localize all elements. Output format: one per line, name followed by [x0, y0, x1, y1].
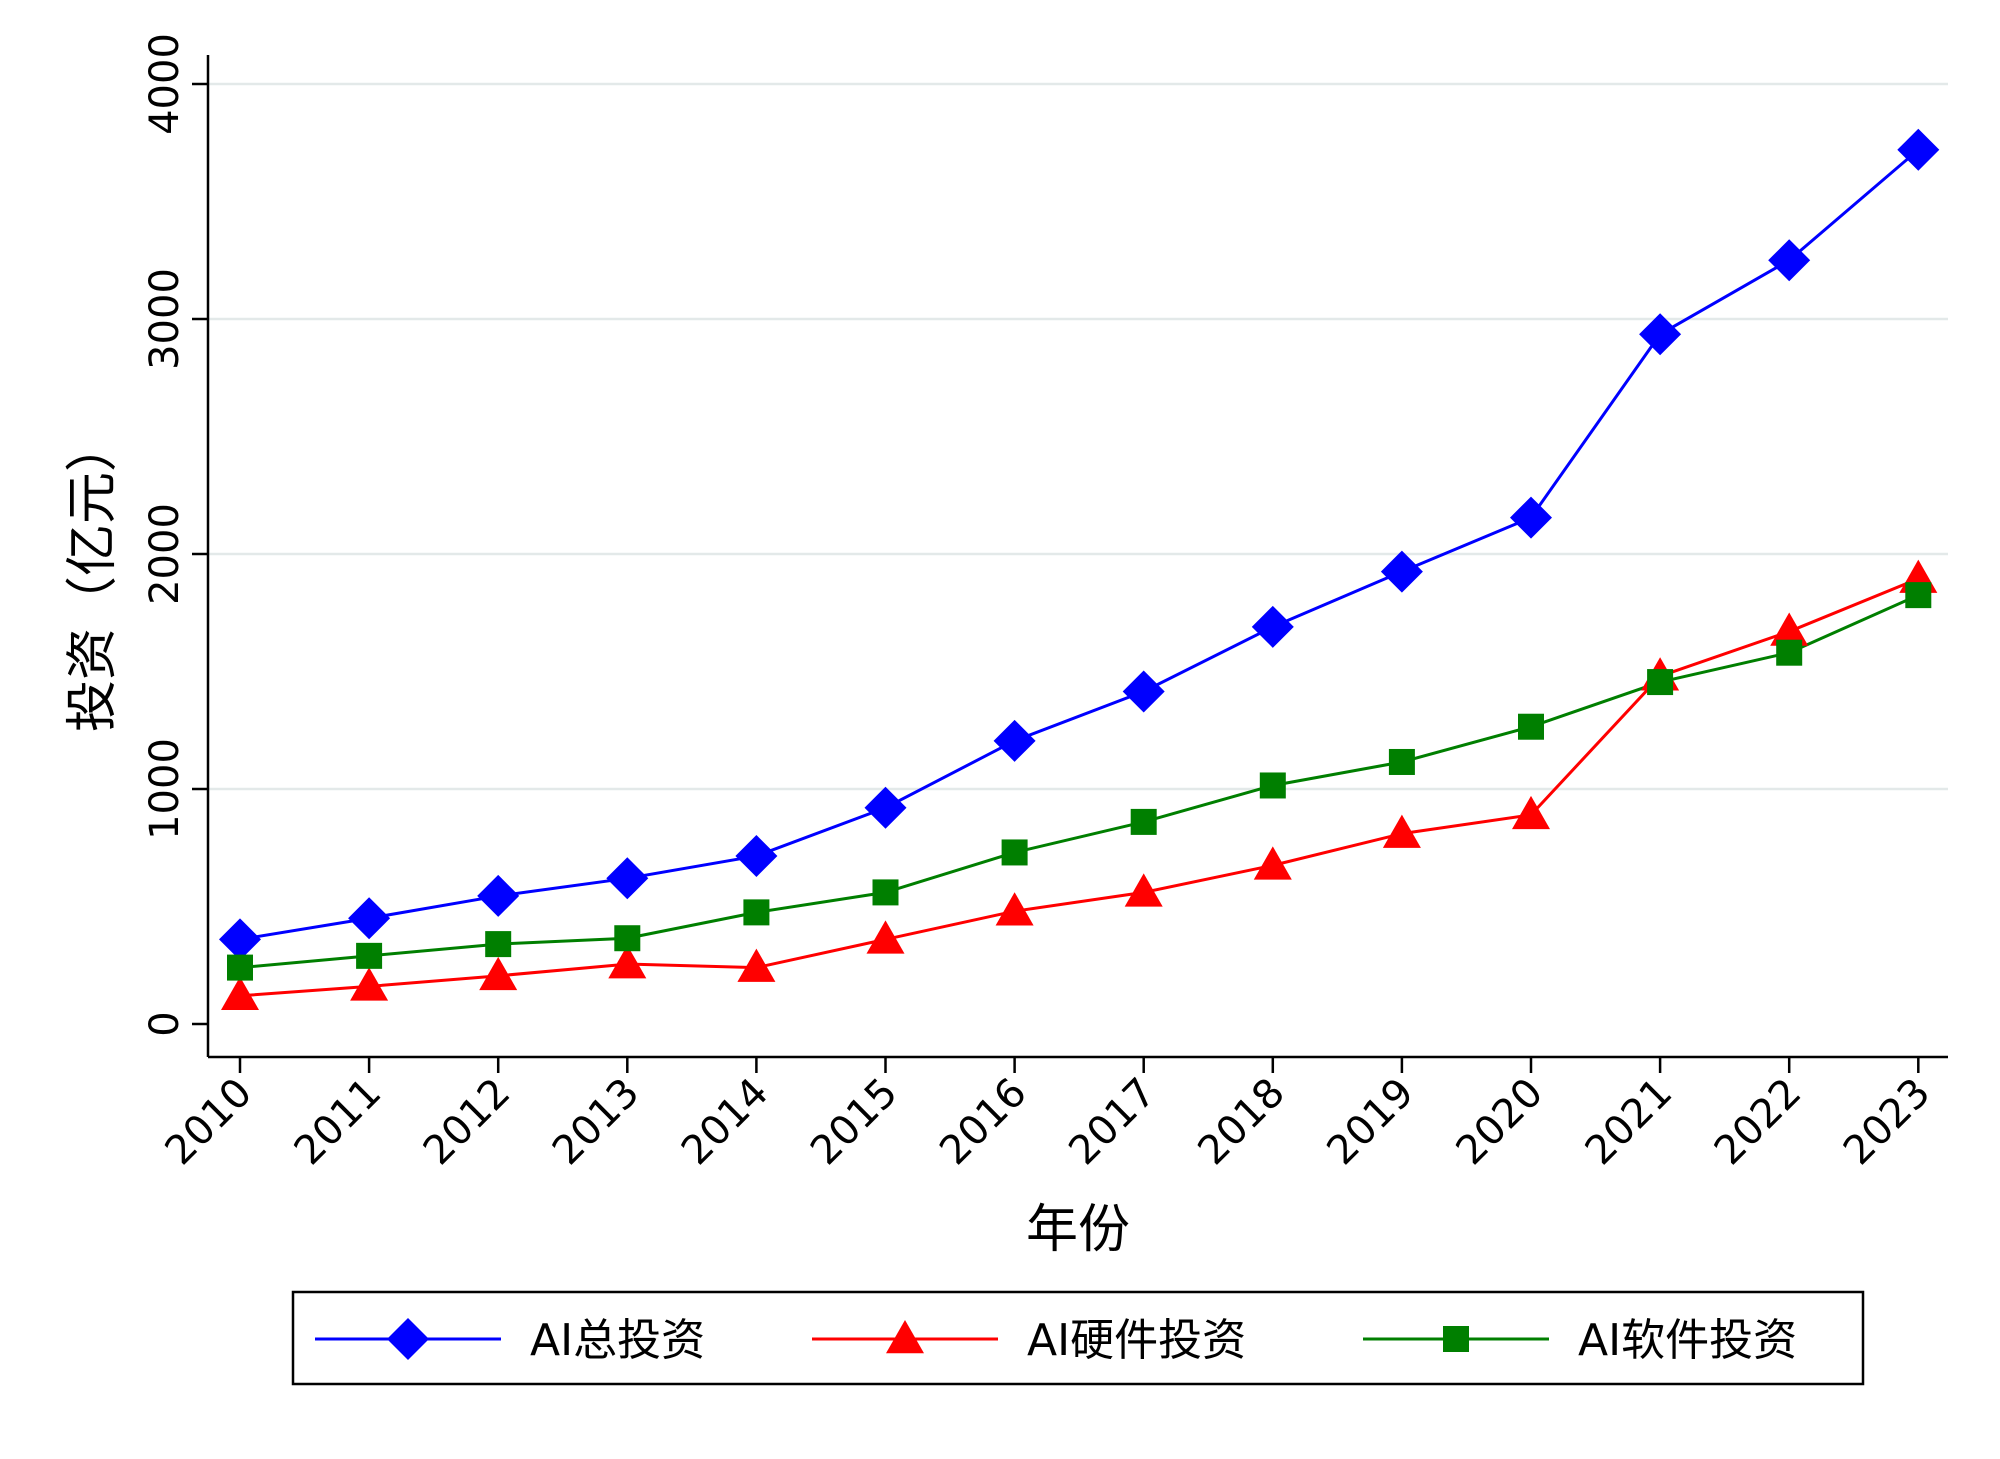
y-tick-label: 4000 [142, 33, 188, 135]
series-0-point [993, 719, 1036, 762]
series-2-point [1647, 669, 1674, 696]
series-0-point [606, 857, 649, 900]
series-0 [239, 148, 1920, 941]
series-0-markers [219, 128, 1940, 961]
legend-item-0: AI总投资 [315, 1315, 705, 1366]
legend: AI总投资 AI硬件投资 AI软件投资 [291, 1290, 1865, 1386]
series-2-point [1776, 639, 1803, 666]
series-2-point [743, 899, 770, 926]
legend-box [291, 1290, 1865, 1386]
series-2-point [1259, 772, 1286, 799]
legend-item-2: AI软件投资 [1363, 1315, 1797, 1366]
series-0-point [1897, 128, 1940, 171]
legend-label: AI软件投资 [1578, 1315, 1797, 1366]
series-2-point [1001, 839, 1028, 866]
series [219, 128, 1940, 1011]
legend-marker [886, 1320, 924, 1354]
series-1-point [1512, 795, 1550, 830]
series-1-point [221, 976, 259, 1011]
series-2-point [1130, 808, 1157, 835]
y-tick-label: 1000 [142, 738, 188, 840]
series-2-point [1388, 748, 1415, 775]
legend-items: AI总投资 AI硬件投资 AI软件投资 [315, 1315, 1797, 1366]
series-1-point [1253, 846, 1292, 880]
series-0-point [1768, 239, 1811, 282]
series-0-point [1639, 313, 1682, 356]
legend-label: AI总投资 [530, 1315, 705, 1366]
series-0-line [239, 148, 1920, 941]
y-tick-label: 3000 [142, 268, 188, 370]
y-axis-title: 投资（亿元） [63, 420, 123, 732]
series-0-point [1380, 550, 1423, 593]
y-tick-label: 2000 [142, 503, 188, 605]
series-1-line [239, 577, 1919, 998]
series-2 [239, 593, 1919, 970]
series-2-markers [227, 582, 1932, 981]
x-axis-title: 年份 [1026, 1200, 1130, 1260]
legend-marker [1443, 1326, 1469, 1352]
series-1-point [350, 967, 389, 1001]
series-1-point [995, 892, 1034, 926]
legend-marker [387, 1318, 429, 1360]
series-0-point [864, 786, 907, 829]
series-0-point [735, 834, 778, 877]
series-1-point [1382, 814, 1421, 848]
series-2-line [239, 593, 1919, 970]
series-1-point [866, 920, 905, 954]
y-ticks: 0 1000 2000 3000 4000 [142, 33, 208, 1037]
series-0-point [1510, 496, 1552, 539]
series-1-point [1770, 612, 1809, 646]
gridlines [208, 82, 1948, 791]
series-1 [239, 577, 1919, 998]
series-1-point [479, 956, 518, 991]
series-1-point [1124, 873, 1163, 907]
series-2-point [485, 931, 512, 958]
legend-label: AI硬件投资 [1027, 1315, 1246, 1366]
series-2-point [1905, 582, 1932, 609]
series-1-point [608, 945, 647, 979]
series-0-point [1122, 670, 1165, 713]
series-0-point [348, 897, 391, 940]
legend-item-1: AI硬件投资 [812, 1315, 1246, 1366]
series-0-point [1251, 605, 1294, 648]
y-tick-label: 0 [142, 1011, 188, 1036]
series-0-point [477, 874, 520, 917]
series-0-point [219, 918, 261, 961]
series-2-point [356, 942, 383, 969]
series-2-point [1518, 713, 1544, 740]
series-2-point [227, 954, 253, 981]
series-2-point [872, 879, 899, 906]
series-2-point [614, 925, 641, 952]
series-1-point [737, 948, 776, 982]
